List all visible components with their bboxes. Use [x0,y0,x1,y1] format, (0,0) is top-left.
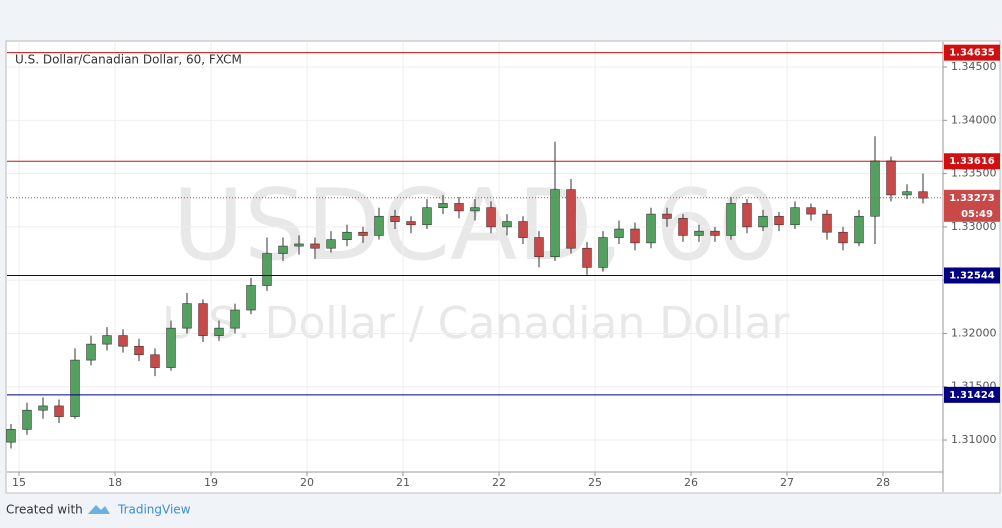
candle-body [326,239,336,249]
candle-body [86,343,96,361]
x-tick-label: 21 [396,476,410,489]
candle-body [486,207,496,228]
candle-body [758,215,768,228]
candle-body [54,405,64,417]
x-tick-label: 15 [12,476,26,489]
x-tick-label: 28 [876,476,890,489]
chart-frame [5,40,1001,494]
countdown-label: 05:49 [961,209,993,220]
candle-body [198,303,208,336]
candle-body [262,253,272,286]
y-tick-label: 1.34500 [951,60,997,73]
x-tick-label: 25 [588,476,602,489]
candle-body [774,215,784,226]
candle-body [902,191,912,196]
candle-body [694,230,704,236]
y-tick-label: 1.34000 [951,113,997,126]
level-label-bg [944,386,1000,403]
candle-body [438,203,448,209]
candle-body [470,207,480,212]
candle-body [710,230,720,236]
level-label-bg [944,44,1000,61]
candle-body [566,189,576,249]
candle-body [742,203,752,228]
candle-body [870,160,880,217]
x-tick-label: 19 [204,476,218,489]
level-label-bg [944,267,1000,284]
candle-body [182,303,192,329]
candle-body [70,359,80,417]
candle-body [406,221,416,226]
y-tick-label: 1.33000 [951,220,997,233]
y-tick-label: 1.33500 [951,167,997,180]
candle-body [118,335,128,347]
x-tick-label: 18 [108,476,122,489]
candle-body [294,243,304,247]
y-tick-label: 1.31000 [951,433,997,446]
level-label: 1.31424 [949,390,995,401]
candle-body [646,213,656,244]
y-tick-label: 1.32000 [951,326,997,339]
candle-body [38,405,48,411]
x-tick-label: 20 [300,476,314,489]
candle-body [166,327,176,368]
x-tick-label: 26 [684,476,698,489]
candle-body [6,429,16,443]
level-label: 1.34635 [949,48,995,59]
candle-body [790,207,800,226]
candle-body [374,215,384,236]
candle-body [662,213,672,219]
candle-body [806,207,816,215]
candle-body [550,189,560,258]
candle-body [518,221,528,238]
candle-body [230,309,240,329]
candle-body [102,335,112,345]
candle-body [918,191,928,199]
candle-body [454,203,464,212]
footer-created: Created with [6,503,83,517]
candle-body [342,231,352,240]
candle-body [310,243,320,249]
candle-body [678,218,688,236]
candle-body [614,228,624,238]
candle-body [134,345,144,356]
candle-body [22,409,32,430]
watermark: USDCAD, 60 U.S. Dollar / Canadian Dollar [162,169,790,349]
candle-body [598,237,608,268]
footer-brand[interactable]: TradingView [117,503,191,517]
candle-body [630,228,640,244]
candle-body [214,327,224,336]
candle-body [278,245,288,254]
level-label-bg [944,153,1000,170]
candle-body [422,207,432,226]
candle-body [726,203,736,236]
level-label: 1.32544 [949,270,995,281]
candle-body [854,215,864,244]
candle-body [838,231,848,244]
watermark-name: U.S. Dollar / Canadian Dollar [162,298,790,349]
candle-body [582,247,592,268]
candle-body [886,160,896,196]
candle-body [502,221,512,228]
last-price-bg [944,189,1000,222]
last-price-label: 1.33273 [949,193,995,204]
candle-body [390,215,400,222]
candle-body [534,237,544,258]
candle-body [358,231,368,236]
tradingview-logo [88,505,110,514]
level-label: 1.33616 [949,156,995,167]
candle-body [246,285,256,311]
candle-body [822,213,832,233]
x-tick-label: 22 [492,476,506,489]
x-tick-label: 27 [780,476,794,489]
candle-body [150,354,160,368]
chart-title: U.S. Dollar/Canadian Dollar, 60, FXCM [15,53,242,67]
